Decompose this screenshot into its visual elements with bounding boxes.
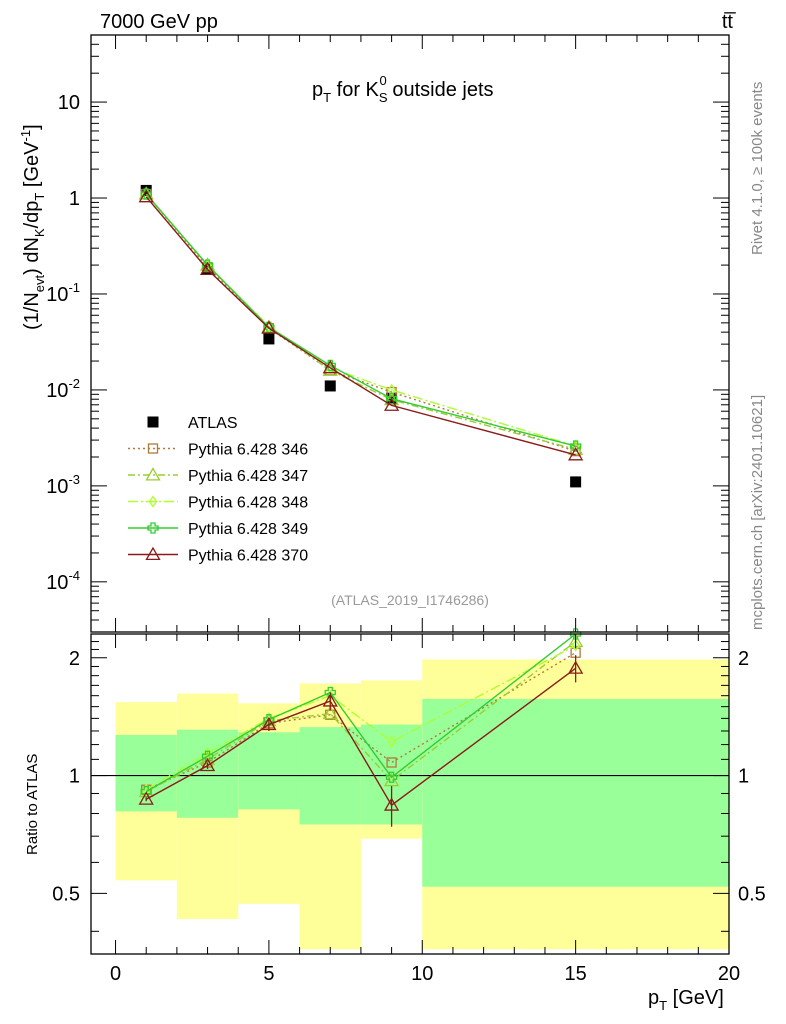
ratio-y-axis-label: Ratio to ATLAS <box>24 754 41 855</box>
svg-text:pT [GeV]: pT [GeV] <box>648 987 724 1013</box>
main-point-pythia-6-428-349-4 <box>385 393 398 405</box>
main-point-pythia-6-428-370-0 <box>138 188 154 203</box>
chart-title: pT for KS0 outside jets <box>312 73 494 105</box>
legend-marker-pythia-6-428-347 <box>145 467 161 481</box>
svg-text:pT for KS0 outside jets: pT for KS0 outside jets <box>312 73 494 105</box>
main-point-pythia-6-428-370-3 <box>322 360 338 374</box>
energy-label: 7000 GeV pp <box>100 11 218 33</box>
ratio-plot-frame <box>90 633 730 955</box>
legend-label-atlas: ATLAS <box>188 415 238 432</box>
ratio-line-pythia-6-428-347 <box>145 640 577 793</box>
main-ytick-label: 10 <box>58 92 80 114</box>
legend-marker-pythia-6-428-370 <box>145 546 161 561</box>
main-point-atlas-5 <box>570 476 582 488</box>
ratio-ytick-label-right: 0.5 <box>738 883 766 905</box>
main-plot-frame <box>90 34 730 633</box>
legend-label-pythia-6-428-370: Pythia 6.428 370 <box>188 548 308 565</box>
main-point-pythia-6-428-370-4 <box>383 397 400 411</box>
main-point-pythia-6-428-348-4 <box>387 383 396 397</box>
ratio-point-pythia-6-428-349-2 <box>263 713 275 726</box>
analysis-id: (ATLAS_2019_I1746286) <box>331 592 489 608</box>
main-point-pythia-6-428-349-3 <box>324 359 336 372</box>
ratio-point-pythia-6-428-370-1 <box>199 757 216 772</box>
ratio-point-pythia-6-428-370-0 <box>138 791 154 805</box>
ratio-point-pythia-6-428-349-1 <box>201 750 214 762</box>
ratio-point-pythia-6-428-349-4 <box>385 771 398 783</box>
main-point-pythia-6-428-370-5 <box>568 447 584 461</box>
legend-marker-pythia-6-428-346 <box>147 443 159 454</box>
svg-text:(1/Nevt) dNK/dpT [GeV-1]: (1/Nevt) dNK/dpT [GeV-1] <box>18 124 47 330</box>
ratio-ytick-label-right: 2 <box>738 648 749 670</box>
ratio-point-pythia-6-428-346-4 <box>386 757 397 768</box>
ratio-point-pythia-6-428-370-2 <box>261 716 277 731</box>
main-ytick-label: 10-3 <box>46 472 80 498</box>
band-inner-2 <box>238 732 300 810</box>
legend-marker-pythia-6-428-348 <box>148 495 158 508</box>
ratio-point-pythia-6-428-370-3 <box>322 693 338 707</box>
main-line-pythia-6-428-347 <box>145 193 576 451</box>
main-series-group <box>138 184 584 488</box>
ratio-line-pythia-6-428-348 <box>145 644 576 791</box>
ratio-ytick-label-right: 1 <box>738 766 749 788</box>
ratio-line-pythia-6-428-349 <box>145 633 577 793</box>
ratio-uncertainty-bands <box>115 659 729 950</box>
legend-label-pythia-6-428-347: Pythia 6.428 347 <box>188 468 308 485</box>
main-ytick-label: 10-4 <box>46 568 80 594</box>
main-point-pythia-6-428-370-1 <box>199 261 216 276</box>
ratio-line-pythia-6-428-370 <box>145 667 577 807</box>
ratio-point-pythia-6-428-347-3 <box>322 705 338 720</box>
ratio-ytick-label: 1 <box>69 766 80 788</box>
ratio-point-pythia-6-428-348-5 <box>571 639 580 652</box>
ratio-point-pythia-6-428-370-5 <box>568 660 584 674</box>
legend-marker-pythia-6-428-349 <box>147 522 159 534</box>
main-point-pythia-6-428-346-4 <box>386 386 397 398</box>
side-label-rivet: Rivet 4.1.0, ≥ 100k events <box>749 82 766 255</box>
axis-ticks: 10-4 10-3 10-2 10-1 1 10 0 5 10 15 20 0.5 0.5 1 1 2 2 <box>46 34 766 985</box>
ratio-point-pythia-6-428-370-4 <box>383 797 400 811</box>
main-ytick-label: 10-2 <box>46 376 80 402</box>
ratio-ytick-label: 2 <box>69 648 80 670</box>
side-label-mcplots: mcplots.cern.ch [arXiv:2401.10621] <box>749 395 766 630</box>
xtick-label: 0 <box>110 963 121 985</box>
legend-label-pythia-6-428-346: Pythia 6.428 346 <box>188 442 308 459</box>
legend: ATLAS Pythia 6.428 346 Pythia 6.428 347 Pyt… <box>128 415 308 565</box>
main-line-pythia-6-428-348 <box>145 193 576 447</box>
legend-label-pythia-6-428-348: Pythia 6.428 348 <box>188 495 308 512</box>
xtick-label: 10 <box>411 963 433 985</box>
main-line-pythia-6-428-370 <box>145 196 576 456</box>
band-inner-5 <box>422 698 729 887</box>
xtick-label: 20 <box>718 963 740 985</box>
x-axis-label: pT [GeV] <box>648 987 724 1013</box>
main-line-pythia-6-428-346 <box>145 193 576 452</box>
legend-marker-atlas <box>147 416 159 428</box>
ratio-ytick-label: 0.5 <box>52 883 80 905</box>
main-line-pythia-6-428-349 <box>145 193 576 447</box>
ratio-line-pythia-6-428-346 <box>145 652 576 791</box>
main-ytick-label: 10-1 <box>46 280 80 306</box>
main-y-axis-label: (1/Nevt) dNK/dpT [GeV-1] <box>18 124 47 330</box>
main-ytick-label: 1 <box>69 188 80 210</box>
main-point-atlas-3 <box>324 380 336 392</box>
ratio-point-pythia-6-428-347-4 <box>383 772 400 787</box>
main-point-pythia-6-428-370-2 <box>261 320 277 334</box>
ratio-point-pythia-6-428-348-4 <box>387 735 396 748</box>
legend-label-pythia-6-428-349: Pythia 6.428 349 <box>188 521 308 538</box>
process-label: tt̅ <box>722 11 736 33</box>
main-point-atlas-2 <box>263 333 275 345</box>
xtick-label: 15 <box>565 963 587 985</box>
xtick-label: 5 <box>263 963 274 985</box>
